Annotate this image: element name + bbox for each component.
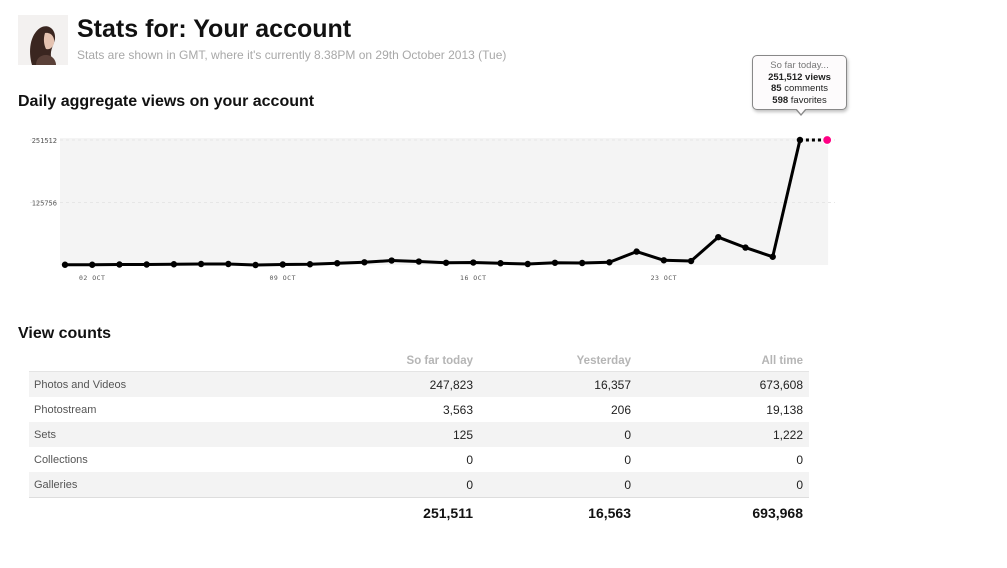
table-row: Galleries 0 0 0 <box>29 472 809 498</box>
y-tick-label: 125756 <box>32 200 57 208</box>
data-point <box>279 261 286 268</box>
column-header-all-time: All time <box>637 351 809 372</box>
data-point <box>633 248 640 255</box>
table-row: Collections 0 0 0 <box>29 447 809 472</box>
views-line-chart: 251512 125756 02 OCT 09 OCT 16 OCT 23 OCT <box>30 134 835 282</box>
row-label[interactable]: Photostream <box>34 403 97 416</box>
table-row: Photostream 3,563 206 19,138 <box>29 397 809 422</box>
avatar-portrait-image <box>18 15 68 65</box>
tooltip-pointer-fill <box>796 108 806 114</box>
cell-today: 0 <box>319 472 479 498</box>
data-point <box>143 261 150 268</box>
cell-all-time: 673,608 <box>637 371 809 397</box>
total-yesterday: 16,563 <box>479 497 637 528</box>
data-point <box>415 258 423 265</box>
column-header-today: So far today <box>319 351 479 372</box>
data-point <box>551 259 559 266</box>
avatar <box>18 15 68 65</box>
total-all-time: 693,968 <box>637 497 809 528</box>
cell-today: 247,823 <box>319 371 479 397</box>
data-point <box>470 259 477 266</box>
row-label[interactable]: Sets <box>29 422 319 447</box>
data-point <box>660 257 668 264</box>
x-tick-label: 02 OCT <box>79 274 105 282</box>
column-header-yesterday: Yesterday <box>479 351 637 372</box>
x-tick-label: 23 OCT <box>651 274 677 282</box>
data-point <box>715 233 722 241</box>
data-point <box>442 259 450 266</box>
data-point <box>170 261 178 268</box>
cell-all-time: 0 <box>637 472 809 498</box>
plot-background <box>60 138 829 265</box>
chart-title: Daily aggregate views on your account <box>18 93 315 110</box>
totals-row: 251,511 16,563 693,968 <box>29 497 809 528</box>
data-point <box>388 257 395 264</box>
data-point <box>334 260 341 267</box>
tooltip-favorites: 598 favorites <box>772 94 827 106</box>
cell-all-time: 1,222 <box>637 422 809 447</box>
x-tick-label: 16 OCT <box>460 274 486 282</box>
tooltip-views: 251,512 views <box>768 71 831 83</box>
data-point <box>742 244 749 251</box>
row-label[interactable]: Galleries <box>29 472 319 498</box>
data-point <box>769 253 776 260</box>
cell-yesterday: 0 <box>479 422 637 447</box>
data-point <box>687 257 695 265</box>
data-point <box>606 259 613 266</box>
view-counts-table: So far today Yesterday All time Photos a… <box>29 351 809 528</box>
today-summary-tooltip: So far today... 251,512 views 85 comment… <box>752 55 847 116</box>
data-point <box>116 261 123 268</box>
tooltip-comments: 85 comments <box>770 83 829 94</box>
cell-all-time: 0 <box>796 452 803 467</box>
series-line <box>65 139 802 267</box>
table-header-row: So far today Yesterday All time <box>29 351 809 372</box>
data-point <box>796 136 804 144</box>
table-row: Sets 125 0 1,222 <box>29 422 809 447</box>
data-point <box>578 259 586 267</box>
view-counts-title: View counts <box>18 325 112 342</box>
timezone-subtitle: Stats are shown in GMT, where it's curre… <box>77 48 507 62</box>
totals-blank <box>29 497 319 528</box>
x-tick-label: 09 OCT <box>270 274 296 282</box>
data-point <box>524 260 531 268</box>
data-point <box>361 259 368 266</box>
cell-today: 0 <box>466 452 473 467</box>
total-today: 251,511 <box>319 497 479 528</box>
data-point <box>497 260 504 267</box>
header-blank <box>29 351 319 372</box>
data-point <box>197 260 205 268</box>
table-row: Photos and Videos 247,823 16,357 673,608 <box>29 371 809 397</box>
cell-yesterday: 206 <box>610 402 631 417</box>
y-tick-label: 251512 <box>32 137 57 145</box>
page-title: Stats for: Your account <box>77 15 352 43</box>
cell-yesterday: 0 <box>624 452 631 467</box>
cell-today: 125 <box>319 422 479 447</box>
tooltip-heading: So far today... <box>770 60 829 71</box>
today-point <box>822 134 833 146</box>
data-point <box>225 260 232 268</box>
cell-today: 3,563 <box>442 402 473 417</box>
data-point <box>252 261 259 269</box>
data-point <box>89 261 96 268</box>
cell-yesterday: 0 <box>479 472 637 498</box>
data-point <box>306 261 314 268</box>
data-point <box>61 261 69 268</box>
cell-all-time: 19,138 <box>766 402 803 417</box>
row-label[interactable]: Collections <box>34 453 88 466</box>
row-label[interactable]: Photos and Videos <box>29 371 319 397</box>
cell-yesterday: 16,357 <box>479 371 637 397</box>
